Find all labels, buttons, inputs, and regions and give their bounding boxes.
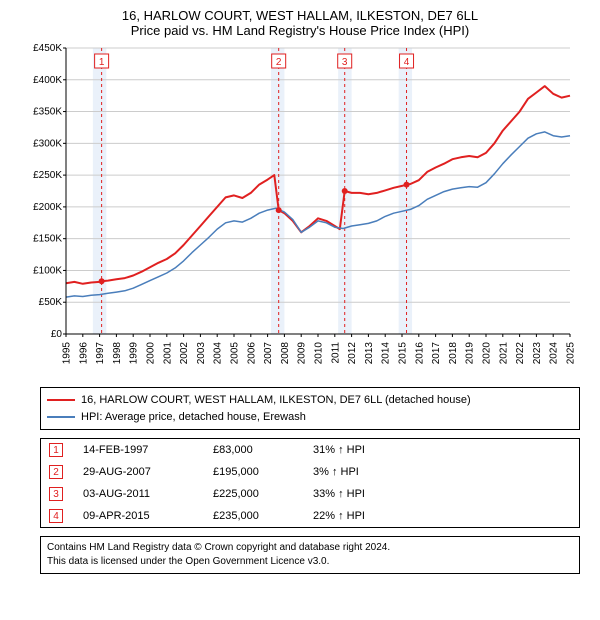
svg-text:£250K: £250K — [33, 170, 62, 181]
footnote: Contains HM Land Registry data © Crown c… — [40, 536, 580, 574]
chart-subtitle: Price paid vs. HM Land Registry's House … — [0, 23, 600, 44]
svg-text:1995: 1995 — [62, 342, 73, 365]
event-date: 09-APR-2015 — [83, 510, 193, 522]
svg-text:2: 2 — [276, 57, 282, 68]
svg-text:£50K: £50K — [39, 297, 63, 308]
event-row: 3 03-AUG-2011 £225,000 33% ↑ HPI — [41, 483, 579, 505]
chart-plot-area: £0 £50K £100K £150K £200K £250K £300K £350K £400… — [20, 44, 580, 379]
event-diff: 3% ↑ HPI — [313, 466, 413, 478]
svg-text:2023: 2023 — [532, 342, 543, 365]
svg-text:2005: 2005 — [230, 342, 241, 365]
event-date: 29-AUG-2007 — [83, 466, 193, 478]
svg-text:2013: 2013 — [364, 342, 375, 365]
event-row: 2 29-AUG-2007 £195,000 3% ↑ HPI — [41, 461, 579, 483]
svg-text:1: 1 — [99, 57, 105, 68]
events-table: 1 14-FEB-1997 £83,000 31% ↑ HPI 2 29-AUG-2007… — [40, 438, 580, 528]
svg-text:2010: 2010 — [314, 342, 325, 365]
event-marker: 3 — [49, 487, 63, 501]
svg-text:2019: 2019 — [465, 342, 476, 365]
legend: 16, HARLOW COURT, WEST HALLAM, ILKESTON,… — [40, 387, 580, 430]
event-marker: 1 — [49, 443, 63, 457]
svg-text:2016: 2016 — [414, 342, 425, 365]
event-row: 4 09-APR-2015 £235,000 22% ↑ HPI — [41, 505, 579, 527]
svg-text:2015: 2015 — [398, 342, 409, 365]
event-diff: 22% ↑ HPI — [313, 510, 413, 522]
svg-text:£0: £0 — [51, 329, 63, 340]
svg-text:1999: 1999 — [129, 342, 140, 365]
line-chart-svg: £0 £50K £100K £150K £200K £250K £300K £350K £400… — [20, 44, 580, 374]
svg-text:2009: 2009 — [297, 342, 308, 365]
legend-swatch — [47, 416, 75, 418]
svg-text:2022: 2022 — [515, 342, 526, 365]
legend-item: 16, HARLOW COURT, WEST HALLAM, ILKESTON,… — [47, 392, 573, 409]
event-date: 14-FEB-1997 — [83, 444, 193, 456]
svg-text:£450K: £450K — [33, 44, 62, 54]
legend-label: HPI: Average price, detached house, Erew… — [81, 409, 306, 426]
event-marker: 2 — [49, 465, 63, 479]
event-price: £225,000 — [213, 488, 293, 500]
svg-text:2020: 2020 — [482, 342, 493, 365]
chart-container: 16, HARLOW COURT, WEST HALLAM, ILKESTON,… — [0, 0, 600, 574]
svg-text:£300K: £300K — [33, 138, 62, 149]
svg-text:1998: 1998 — [112, 342, 123, 365]
svg-text:2000: 2000 — [146, 342, 157, 365]
legend-item: HPI: Average price, detached house, Erew… — [47, 409, 573, 426]
svg-text:2002: 2002 — [179, 342, 190, 365]
svg-text:2007: 2007 — [263, 342, 274, 365]
svg-text:£400K: £400K — [33, 75, 62, 86]
event-diff: 31% ↑ HPI — [313, 444, 413, 456]
legend-label: 16, HARLOW COURT, WEST HALLAM, ILKESTON,… — [81, 392, 471, 409]
event-price: £235,000 — [213, 510, 293, 522]
svg-text:2017: 2017 — [431, 342, 442, 365]
event-marker: 4 — [49, 509, 63, 523]
svg-text:2014: 2014 — [381, 342, 392, 365]
event-price: £83,000 — [213, 444, 293, 456]
footnote-line: This data is licensed under the Open Gov… — [47, 555, 573, 569]
svg-text:2006: 2006 — [246, 342, 257, 365]
event-date: 03-AUG-2011 — [83, 488, 193, 500]
svg-text:£350K: £350K — [33, 107, 62, 118]
svg-text:2003: 2003 — [196, 342, 207, 365]
svg-text:2018: 2018 — [448, 342, 459, 365]
event-row: 1 14-FEB-1997 £83,000 31% ↑ HPI — [41, 439, 579, 461]
svg-text:£150K: £150K — [33, 234, 62, 245]
svg-text:3: 3 — [342, 57, 348, 68]
svg-text:2024: 2024 — [549, 342, 560, 365]
svg-text:2025: 2025 — [566, 342, 577, 365]
svg-text:4: 4 — [404, 57, 410, 68]
svg-text:2012: 2012 — [347, 342, 358, 365]
svg-text:£200K: £200K — [33, 202, 62, 213]
event-diff: 33% ↑ HPI — [313, 488, 413, 500]
svg-text:2021: 2021 — [498, 342, 509, 365]
footnote-line: Contains HM Land Registry data © Crown c… — [47, 541, 573, 555]
svg-text:1996: 1996 — [78, 342, 89, 365]
svg-text:1997: 1997 — [95, 342, 106, 365]
svg-text:£100K: £100K — [33, 265, 62, 276]
svg-text:2008: 2008 — [280, 342, 291, 365]
event-price: £195,000 — [213, 466, 293, 478]
svg-text:2004: 2004 — [213, 342, 224, 365]
chart-title: 16, HARLOW COURT, WEST HALLAM, ILKESTON,… — [0, 0, 600, 23]
svg-text:2001: 2001 — [162, 342, 173, 365]
legend-swatch — [47, 399, 75, 401]
svg-text:2011: 2011 — [330, 342, 341, 364]
